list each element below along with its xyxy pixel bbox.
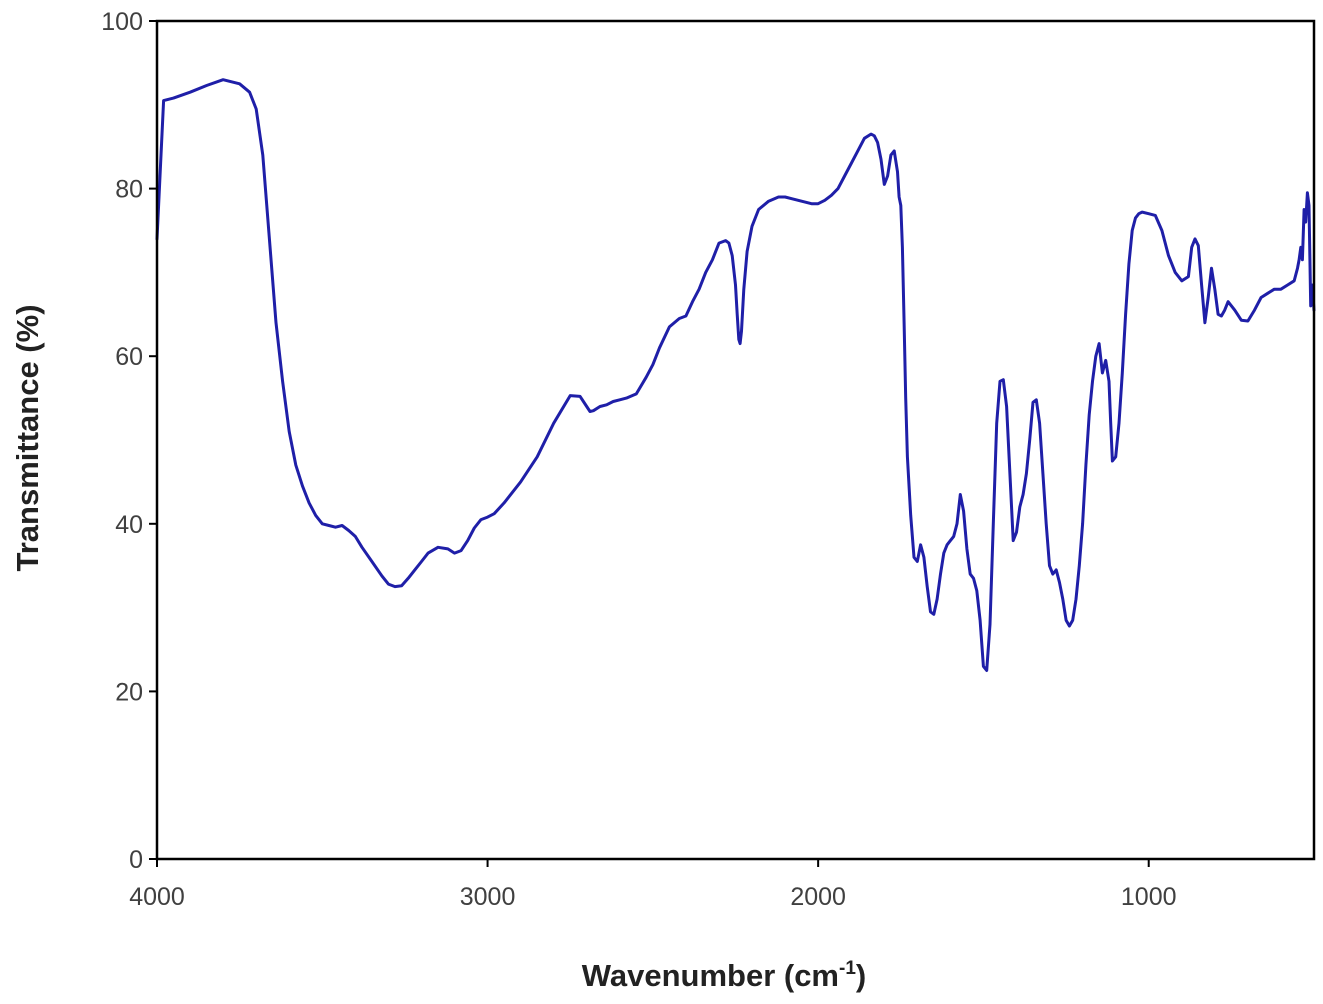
x-tick-label: 3000 [460, 883, 516, 911]
y-tick-label: 40 [115, 511, 143, 539]
y-axis: 0 20 40 60 80 100 [101, 8, 157, 874]
y-tick-label: 0 [129, 846, 143, 874]
y-tick-label: 80 [115, 176, 143, 204]
x-tick-label: 2000 [790, 883, 846, 911]
plot-area [155, 78, 1316, 672]
spectrum-line [155, 78, 1316, 672]
y-tick-label: 60 [115, 343, 143, 371]
x-axis: 4000 3000 2000 1000 [129, 859, 1177, 911]
x-axis-title: Wavenumber (cm-1) [582, 958, 866, 993]
y-tick-label: 20 [115, 678, 143, 706]
plot-frame [155, 19, 1316, 861]
x-axis-title-close: ) [856, 958, 866, 993]
x-axis-title-main: Wavenumber (cm [582, 958, 839, 993]
x-axis-title-superscript: -1 [839, 958, 856, 979]
y-axis-title: Transmittance (%) [10, 304, 45, 571]
y-tick-label: 100 [101, 8, 143, 36]
x-tick-label: 4000 [129, 883, 185, 911]
x-tick-label: 1000 [1121, 883, 1177, 911]
